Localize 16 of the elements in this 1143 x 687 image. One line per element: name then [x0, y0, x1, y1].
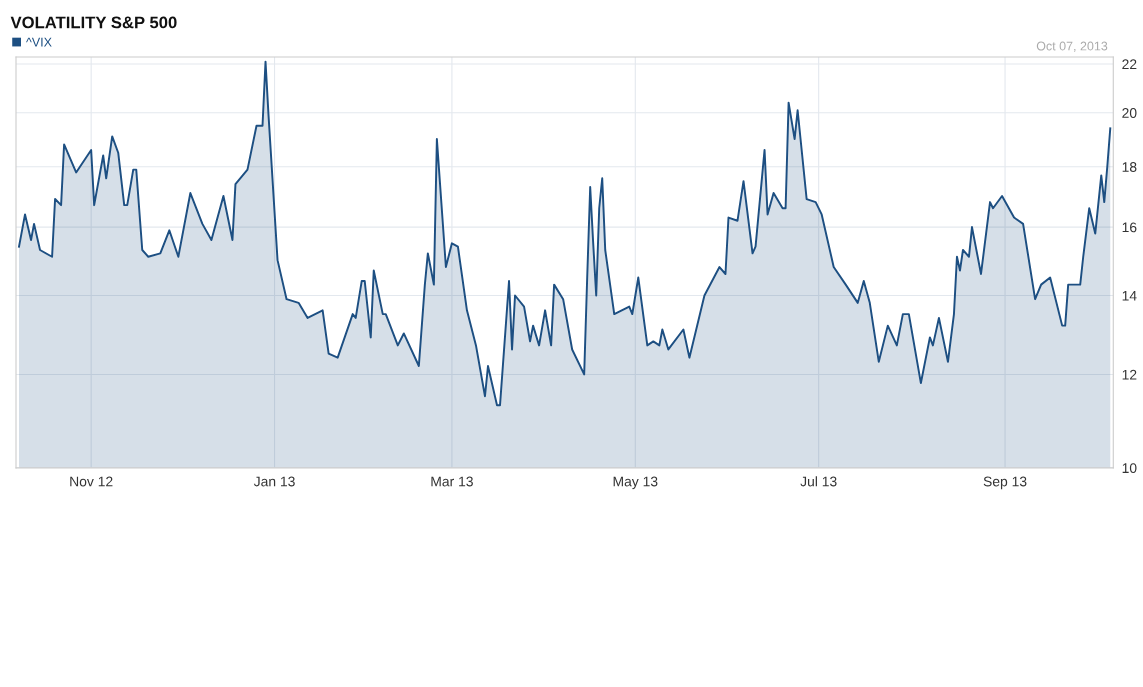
y-tick-label: 18 [1122, 162, 1137, 172]
x-tick-label: Jul 13 [800, 476, 837, 487]
y-tick-label: 12 [1122, 369, 1137, 380]
y-tick-label: 22 [1122, 59, 1137, 69]
x-tick-label: Mar 13 [431, 476, 473, 487]
x-tick-label: May 13 [613, 476, 658, 490]
x-tick-label: Nov 12 [70, 476, 113, 487]
chart-title: VOLATILITY S&P 500 [10, 16, 177, 29]
y-tick-label: 10 [1122, 463, 1137, 474]
y-tick-label: 14 [1122, 290, 1137, 301]
x-tick-label: Jan 13 [253, 476, 295, 487]
x-tick-label: Sep 13 [983, 476, 1027, 490]
text: Oct 07, 2013 [1036, 41, 1108, 52]
y-tick-label: 16 [1122, 222, 1137, 233]
legend-label: ^VIX [26, 37, 52, 47]
y-tick-label: 20 [1122, 108, 1137, 118]
